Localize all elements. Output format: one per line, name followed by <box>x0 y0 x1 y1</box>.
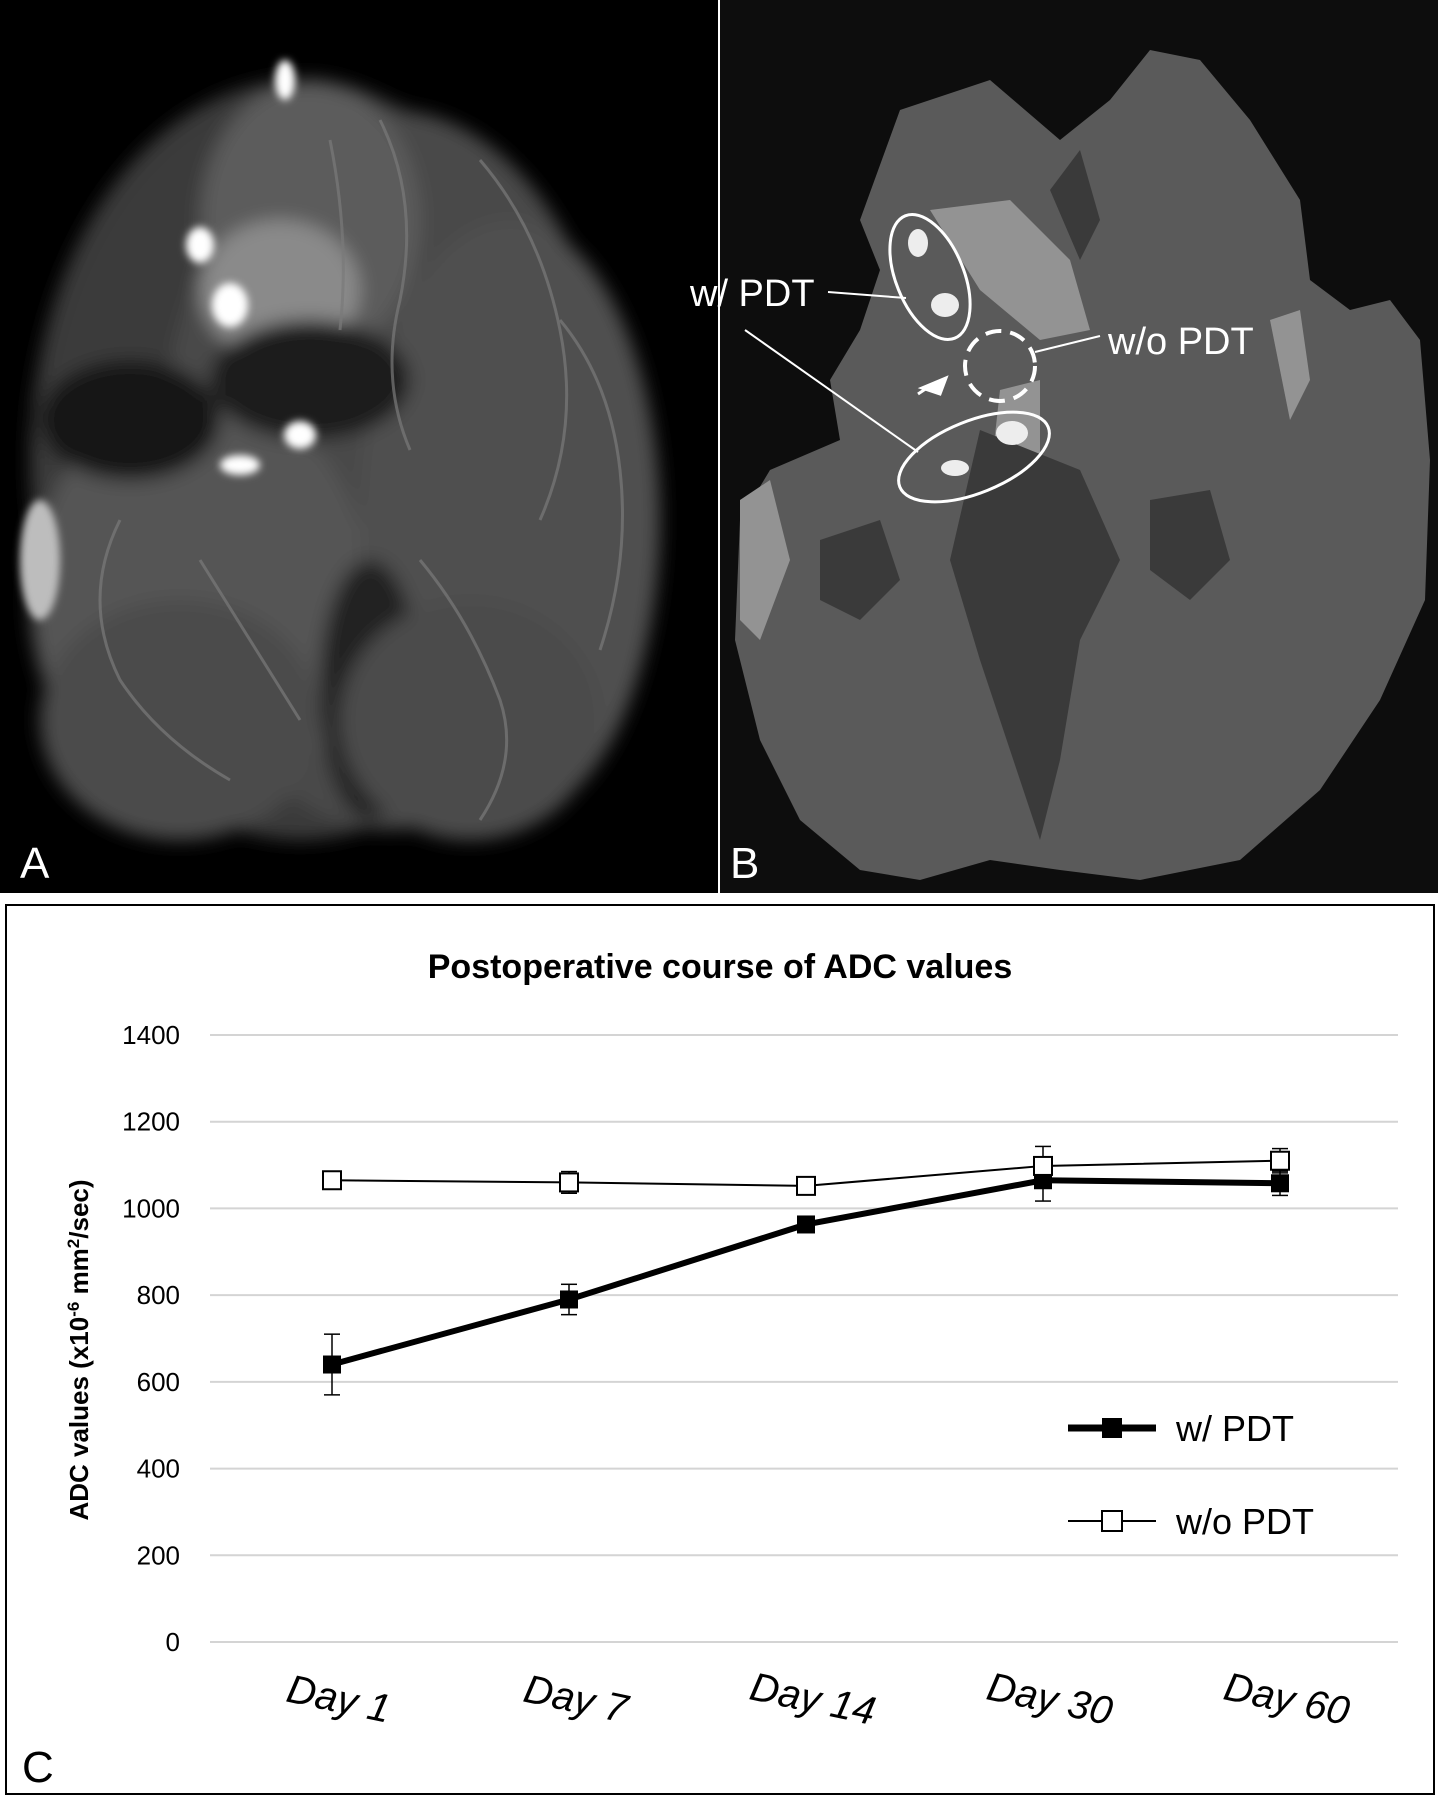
y-tick-labels: 0 200 400 600 800 1000 1200 1400 <box>122 1020 180 1657</box>
panel-b-segmentation-image <box>720 0 1438 893</box>
y-gridlines <box>210 1034 1398 1643</box>
panel-c-letter: C <box>22 1743 54 1792</box>
without-pdt-region <box>963 329 1037 403</box>
panel-b-label-without-pdt: w/o PDT <box>1107 321 1254 363</box>
series-without-pdt <box>322 1145 1290 1196</box>
panel-a-mri-image <box>0 0 718 893</box>
data-point <box>796 1175 816 1196</box>
y-tick-label: 600 <box>137 1367 180 1397</box>
with-pdt-region-lower <box>897 410 1051 504</box>
chart-title: Postoperative course of ADC values <box>428 948 1012 986</box>
y-tick-label: 0 <box>166 1627 180 1657</box>
panel-a-letter: A <box>20 839 50 888</box>
y-tick-label: 200 <box>137 1540 180 1570</box>
legend-marker-open-square <box>1101 1510 1123 1532</box>
y-tick-label: 1000 <box>122 1193 180 1223</box>
panel-b-letter: B <box>730 839 759 888</box>
with-pdt-region-upper <box>888 212 972 342</box>
data-point <box>559 1172 579 1193</box>
legend-marker-filled-square <box>1102 1418 1122 1438</box>
panel-b-label-with-pdt: w/ PDT <box>689 273 815 315</box>
panel-c-frame <box>5 904 1435 1795</box>
legend-label-without-pdt: w/o PDT <box>1175 1501 1314 1542</box>
arrow-icon <box>917 375 949 396</box>
y-tick-label: 1400 <box>122 1020 180 1050</box>
legend-item-without-pdt: w/o PDT <box>1068 1501 1314 1542</box>
data-point <box>1271 1174 1289 1193</box>
chart-series <box>322 1145 1290 1396</box>
y-tick-label: 800 <box>137 1280 180 1310</box>
y-tick-label: 400 <box>137 1454 180 1484</box>
data-point <box>1270 1150 1290 1171</box>
data-point <box>1033 1155 1053 1176</box>
legend-label-with-pdt: w/ PDT <box>1175 1408 1294 1449</box>
data-point <box>797 1215 815 1234</box>
y-axis-label: ADC values (x10-6 mm2/sec) <box>64 1179 95 1520</box>
legend-item-with-pdt: w/ PDT <box>1068 1408 1294 1449</box>
data-point <box>323 1355 341 1374</box>
data-point <box>322 1170 342 1191</box>
y-tick-label: 1200 <box>122 1107 180 1137</box>
data-point <box>560 1290 578 1309</box>
chart-legend: w/ PDT w/o PDT <box>1068 1408 1314 1542</box>
